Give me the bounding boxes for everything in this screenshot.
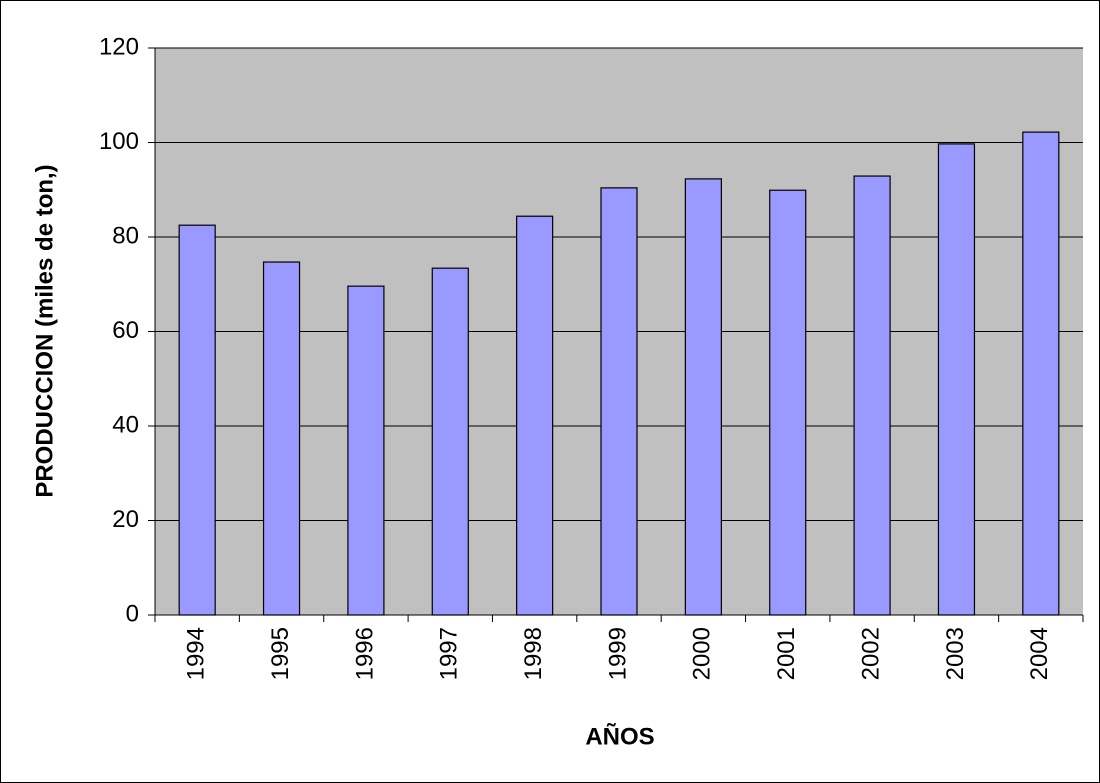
x-tick-label: 2000 (689, 627, 716, 680)
bar (262, 261, 301, 616)
bar (684, 178, 722, 616)
bar (853, 175, 891, 616)
y-tick-label: 80 (112, 222, 139, 249)
y-tick-label: 0 (126, 600, 139, 627)
y-tick-label: 60 (112, 317, 139, 344)
x-tick-label: 2003 (942, 627, 969, 680)
bar (600, 187, 638, 616)
x-tick-label: 2002 (857, 627, 884, 680)
y-tick-label: 120 (99, 33, 139, 60)
x-tick-label: 2001 (773, 627, 800, 680)
x-tick-label: 1995 (267, 627, 294, 680)
bar (347, 285, 385, 616)
x-tick-label: 1997 (436, 627, 463, 680)
y-tick-label: 100 (99, 128, 139, 155)
x-tick-label: 1996 (351, 627, 378, 680)
bar (937, 143, 976, 616)
bar (769, 189, 807, 616)
x-tick-label: 1994 (183, 627, 210, 680)
x-tick-label: 1999 (604, 627, 631, 680)
bar (431, 267, 469, 616)
y-tick-label: 20 (112, 506, 139, 533)
bar (516, 215, 554, 616)
bar (178, 224, 216, 616)
bar (1022, 131, 1060, 616)
x-tick-label: 1998 (520, 627, 547, 680)
x-axis-title: AÑOS (585, 722, 654, 750)
x-tick-label: 2004 (1026, 627, 1053, 680)
y-axis-title: PRODUCCION (miles de ton,) (31, 164, 58, 497)
y-tick-label: 40 (112, 411, 139, 438)
